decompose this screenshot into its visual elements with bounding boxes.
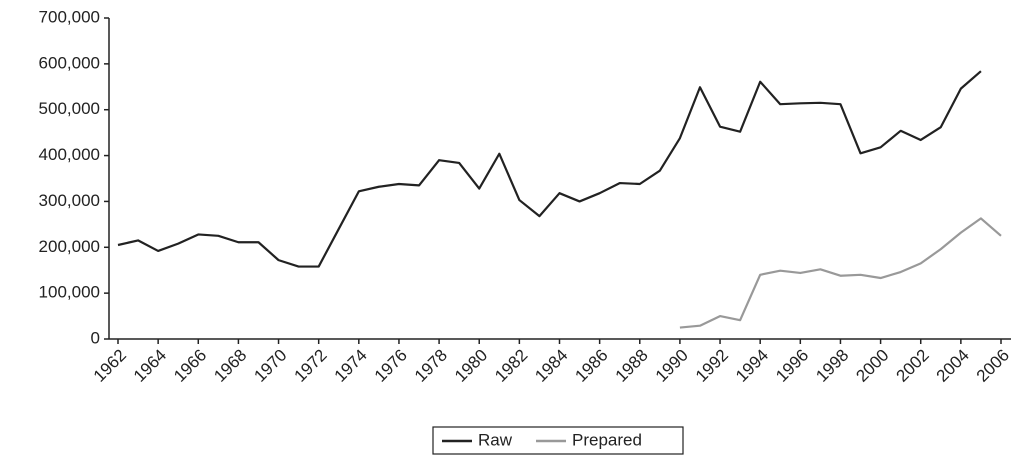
x-tick-label: 1976 [371, 346, 411, 386]
x-tick-label: 2000 [852, 346, 892, 386]
legend-box [432, 426, 684, 455]
x-tick-label: 1966 [170, 346, 210, 386]
x-tick-label: 1984 [531, 346, 571, 386]
x-tick-label: 1990 [652, 346, 692, 386]
x-tick-label: 1998 [812, 346, 852, 386]
x-tick-label: 1964 [130, 346, 170, 386]
y-tick-label: 700,000 [39, 7, 100, 26]
legend-label: Prepared [572, 430, 642, 449]
series-line [679, 217, 1002, 329]
x-tick-label: 1962 [90, 346, 130, 386]
y-tick-label: 500,000 [39, 99, 100, 118]
legend-label: Raw [478, 430, 513, 449]
x-tick-label: 2006 [973, 346, 1013, 386]
x-tick-label: 1992 [692, 346, 732, 386]
y-tick-label: 400,000 [39, 145, 100, 164]
x-tick-label: 2004 [933, 346, 973, 386]
series-line [117, 70, 982, 268]
x-tick-label: 1986 [571, 346, 611, 386]
x-tick-label: 1970 [250, 346, 290, 386]
x-tick-label: 1974 [331, 346, 371, 386]
x-tick-label: 1994 [732, 346, 772, 386]
y-tick-label: 200,000 [39, 237, 100, 256]
y-tick-label: 100,000 [39, 283, 100, 302]
x-tick-label: 1972 [290, 346, 330, 386]
x-tick-label: 2002 [893, 346, 933, 386]
x-tick-label: 1996 [772, 346, 812, 386]
y-tick-label: 300,000 [39, 191, 100, 210]
y-tick-label: 600,000 [39, 53, 100, 72]
y-tick-label: 0 [91, 328, 100, 347]
x-tick-label: 1982 [491, 346, 531, 386]
x-tick-label: 1980 [451, 346, 491, 386]
x-tick-label: 1968 [210, 346, 250, 386]
legend: Raw Prepared [432, 426, 684, 455]
x-tick-label: 1988 [612, 346, 652, 386]
x-tick-label: 1978 [411, 346, 451, 386]
